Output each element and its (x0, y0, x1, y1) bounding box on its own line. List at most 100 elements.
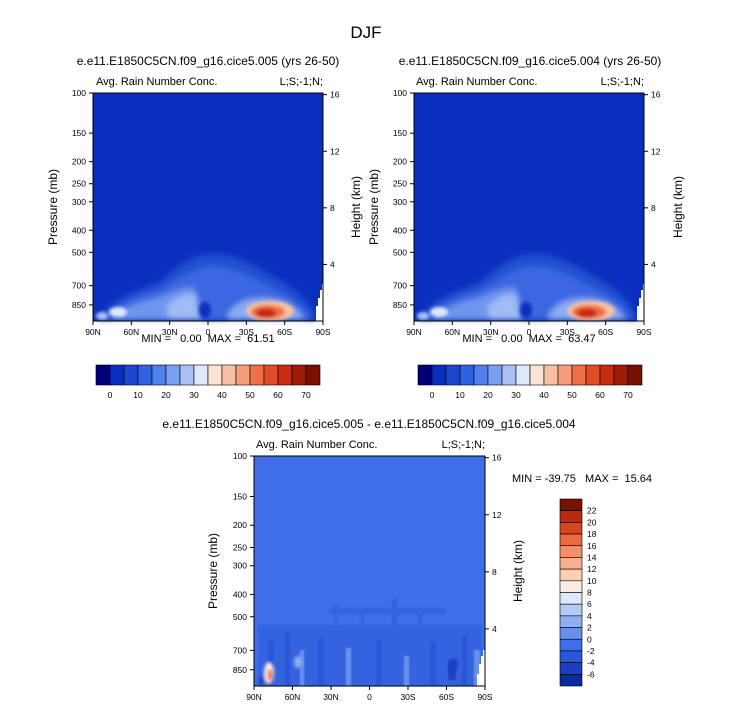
x-tick-label: 90N (85, 327, 101, 337)
x-tick-label: 90N (246, 692, 262, 702)
colorbar-label: 70 (301, 390, 311, 400)
x-tick-label: 60S (277, 327, 292, 337)
panel-a-subtitle-left: Avg. Rain Number Conc. (96, 76, 217, 88)
panel-diff-min-max: MIN = -39.75 MAX = 15.64 (512, 473, 652, 485)
panel-b: e.e11.E1850C5CN.f09_g16.cice5.004 (yrs 2… (367, 54, 685, 345)
colorbar-label: 20 (483, 390, 493, 400)
colorbar-swatch (559, 638, 583, 652)
y-right-tick-label: 4 (330, 259, 335, 269)
y-tick-label: 850 (393, 300, 407, 310)
colorbar-label: 20 (587, 517, 597, 527)
y-tick-label: 250 (233, 543, 247, 553)
y-tick-label: 250 (393, 179, 407, 189)
colorbar-label: 4 (587, 611, 592, 621)
colorbar-label: 10 (133, 390, 143, 400)
colorbar-swatch (559, 592, 583, 605)
y-tick-label: 300 (233, 561, 247, 571)
panel-diff-subtitle-left: Avg. Rain Number Conc. (256, 439, 377, 451)
colorbar-swatch (559, 557, 583, 570)
colorbar-swatch (627, 364, 643, 386)
colorbar-swatch (221, 364, 237, 386)
colorbar-swatch (557, 364, 573, 386)
colorbar-swatch (417, 364, 433, 386)
y-right-tick-label: 4 (651, 259, 656, 269)
colorbar-swatch (95, 364, 111, 386)
panel-b-subtitle-right: L;S;-1;N; (601, 76, 644, 88)
y-tick-label: 700 (72, 281, 86, 291)
panel-b-field (414, 93, 644, 321)
y-tick-label: 500 (233, 612, 247, 622)
colorbar-swatch (249, 364, 265, 386)
colorbar-swatch (305, 364, 321, 386)
colorbar-label: 2 (587, 623, 592, 633)
panel-a-subtitle-right: L;S;-1;N; (280, 76, 323, 88)
colorbar-swatch (473, 364, 489, 386)
colorbar-label: 22 (587, 506, 597, 516)
x-tick-label: 30S (239, 327, 254, 337)
colorbar-swatch (559, 627, 583, 640)
y-tick-label: 400 (72, 225, 86, 235)
colorbar-swatch (559, 522, 583, 535)
x-tick-label: 0 (206, 327, 211, 337)
colorbar-a: 0 10 20 30 40 50 60 70 (95, 364, 321, 400)
colorbar-label: 8 (587, 588, 592, 598)
colorbar-label: -2 (587, 646, 595, 656)
y-tick-label: 200 (72, 157, 86, 167)
colorbar-label: -6 (587, 669, 595, 679)
y-tick-label: 500 (393, 247, 407, 257)
panel-diff-ylabel-right: Height (km) (511, 540, 525, 602)
colorbar-swatch (193, 364, 209, 386)
panel-diff-field (254, 456, 485, 686)
y-tick-label: 850 (233, 665, 247, 675)
y-tick-label: 250 (72, 179, 86, 189)
colorbar-label: 60 (273, 390, 283, 400)
y-tick-label: 200 (233, 520, 247, 530)
colorbar-swatch (543, 364, 559, 386)
y-right-tick-label: 8 (330, 203, 335, 213)
colorbar-swatch (585, 364, 601, 386)
panel-a-ylabel-right: Height (km) (349, 176, 363, 238)
panel-b-subtitle-left: Avg. Rain Number Conc. (416, 76, 537, 88)
panel-diff-x-ticks: 90N 60N 30N 0 30S 60S 90S (246, 686, 493, 702)
y-right-tick-label: 16 (492, 453, 502, 463)
y-tick-label: 700 (233, 645, 247, 655)
y-tick-label: 700 (393, 281, 407, 291)
colorbar-label: 50 (245, 390, 255, 400)
colorbar-label: 40 (217, 390, 227, 400)
panel-b-y-ticks: 100 150 200 250 300 400 500 700 850 (393, 88, 414, 310)
panel-b-ylabel-right: Height (km) (671, 176, 685, 238)
x-tick-label: 60N (445, 327, 461, 337)
colorbar-label: 0 (430, 390, 435, 400)
colorbar-label: 30 (511, 390, 521, 400)
panel-a-y-ticks-right: 16 12 8 4 (323, 90, 340, 269)
x-tick-label: 60N (124, 327, 140, 337)
panel-b-x-ticks: 90N 60N 30N 0 30S 60S 90S (406, 321, 652, 337)
colorbar-swatch (559, 662, 583, 675)
x-tick-label: 90S (477, 692, 492, 702)
x-tick-label: 30N (162, 327, 178, 337)
x-tick-label: 30S (560, 327, 575, 337)
colorbar-label: 20 (161, 390, 171, 400)
panel-diff-subtitle-right: L;S;-1;N; (442, 439, 485, 451)
colorbar-label: 0 (587, 634, 592, 644)
y-right-tick-label: 12 (651, 146, 661, 156)
y-right-tick-label: 8 (651, 203, 656, 213)
y-right-tick-label: 16 (330, 90, 340, 100)
colorbar-swatch (559, 568, 583, 582)
y-tick-label: 150 (233, 492, 247, 502)
colorbar-label: 12 (587, 564, 597, 574)
y-tick-label: 100 (393, 88, 407, 98)
colorbar-swatch (277, 364, 293, 386)
colorbar-swatch (559, 674, 583, 687)
y-right-tick-label: 16 (651, 90, 661, 100)
y-right-tick-label: 12 (492, 510, 502, 520)
x-tick-label: 60N (285, 692, 301, 702)
x-tick-label: 90S (315, 327, 330, 337)
y-tick-label: 300 (393, 197, 407, 207)
colorbar-label: 18 (587, 529, 597, 539)
y-tick-label: 500 (72, 247, 86, 257)
colorbar-label: 40 (539, 390, 549, 400)
colorbar-label: 0 (108, 390, 113, 400)
